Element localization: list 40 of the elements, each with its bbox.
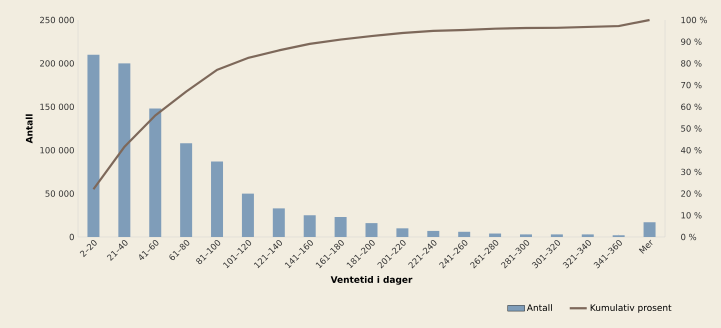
y2-tick-label: 40 %	[680, 147, 702, 154]
bar	[304, 215, 316, 237]
bar	[211, 161, 224, 237]
bar	[87, 54, 100, 237]
y-tick-label: 0	[70, 234, 74, 240]
legend-label: Kumulativ prosent	[590, 304, 672, 313]
bar	[118, 63, 130, 237]
y-tick-label: 50 000	[46, 190, 74, 197]
bar	[366, 223, 378, 237]
y2-tick-label: 0 %	[681, 234, 696, 240]
y-tick-label: 100 000	[40, 147, 74, 154]
legend-label: Antall	[526, 304, 552, 312]
x-axis-title: Ventetid i dager	[330, 276, 412, 285]
y2-tick-label: 80 %	[681, 60, 702, 67]
bar	[489, 234, 502, 237]
bar	[149, 108, 162, 237]
bar	[396, 228, 408, 237]
y2-tick-label: 30 %	[681, 168, 702, 176]
bar	[427, 230, 440, 237]
bar	[272, 208, 285, 237]
y-tick-label: 150 000	[40, 104, 74, 110]
y2-tick-label: 60 %	[681, 104, 702, 110]
y2-tick-label: 50 %	[681, 125, 702, 132]
bar	[242, 194, 254, 237]
y-axis-title: Antall	[26, 114, 33, 144]
bar	[458, 232, 470, 237]
bar	[550, 234, 563, 237]
y2-tick-label: 100 %	[681, 16, 707, 24]
bar	[582, 234, 594, 237]
y2-tick-label: 90 %	[681, 38, 702, 45]
y-tick-label: 250 000	[40, 16, 74, 24]
bar	[334, 217, 347, 237]
y2-tick-label: 20 %	[681, 190, 702, 197]
y2-tick-label: 10 %	[681, 212, 702, 219]
y-tick-label: 200 000	[40, 60, 74, 67]
y2-tick-label: 70 %	[681, 82, 702, 88]
bar	[180, 143, 192, 237]
bar	[644, 222, 656, 237]
line-series	[92, 18, 651, 190]
bar	[520, 234, 532, 237]
